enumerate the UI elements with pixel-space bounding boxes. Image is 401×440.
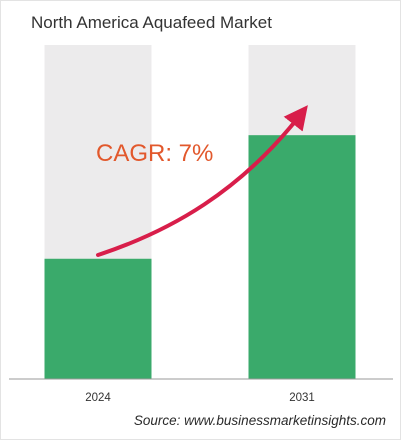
chart-title: North America Aquafeed Market <box>31 13 272 32</box>
x-tick-label-2024: 2024 <box>85 392 111 404</box>
growth-arrow <box>96 105 308 257</box>
x-tick-label-2031: 2031 <box>289 392 315 404</box>
cagr-label: CAGR: 7% <box>96 140 213 167</box>
bar-2024 <box>44 258 152 379</box>
source-text: Source: www.businessmarketinsights.com <box>133 413 386 428</box>
bars-layer <box>44 135 356 379</box>
bar-2031 <box>248 135 356 379</box>
